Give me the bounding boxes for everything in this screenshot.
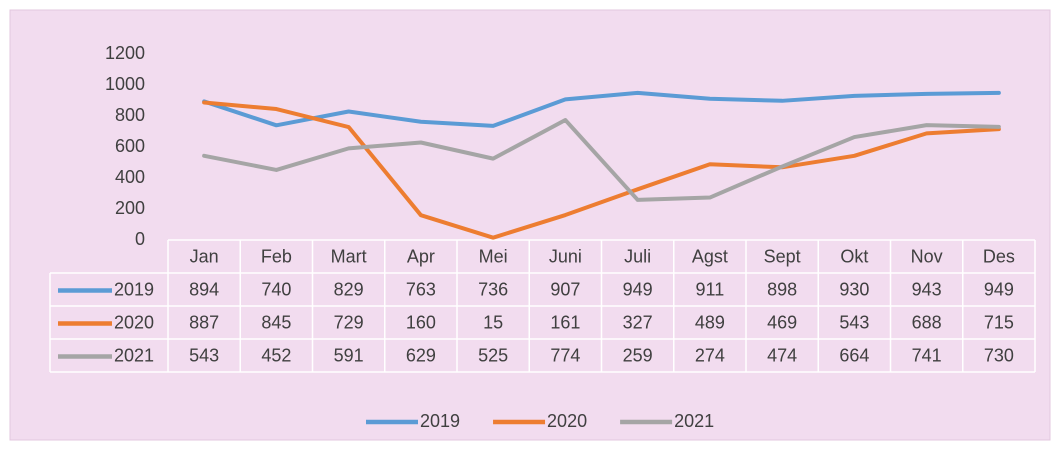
y-tick-label: 600 xyxy=(115,136,145,156)
y-tick-label: 0 xyxy=(135,229,145,249)
x-tick-label: Apr xyxy=(407,246,435,266)
table-cell: 943 xyxy=(912,279,942,299)
x-tick-label: Jan xyxy=(190,246,219,266)
table-series-name: 2019 xyxy=(114,279,154,299)
y-tick-label: 400 xyxy=(115,167,145,187)
x-tick-label: Juni xyxy=(549,246,582,266)
table-cell: 740 xyxy=(261,279,291,299)
table-cell: 729 xyxy=(334,312,364,332)
table-cell: 715 xyxy=(984,312,1014,332)
table-cell: 911 xyxy=(696,279,725,299)
table-cell: 160 xyxy=(406,312,436,332)
table-cell: 489 xyxy=(695,312,725,332)
legend-label: 2019 xyxy=(420,411,460,431)
y-tick-label: 800 xyxy=(115,105,145,125)
legend-label: 2020 xyxy=(547,411,587,431)
x-tick-label: Des xyxy=(983,246,1015,266)
table-cell: 543 xyxy=(839,312,869,332)
table-cell: 525 xyxy=(478,345,508,365)
table-cell: 741 xyxy=(912,345,942,365)
x-tick-label: Nov xyxy=(911,246,943,266)
table-cell: 730 xyxy=(984,345,1014,365)
y-tick-label: 200 xyxy=(115,198,145,218)
table-series-name: 2020 xyxy=(114,312,154,332)
table-cell: 949 xyxy=(623,279,653,299)
series-line xyxy=(202,100,1001,240)
legend-label: 2021 xyxy=(674,411,714,431)
table-cell: 887 xyxy=(189,312,219,332)
x-tick-label: Agst xyxy=(692,246,728,266)
table-cell: 474 xyxy=(767,345,797,365)
table-cell: 845 xyxy=(261,312,291,332)
table-cell: 949 xyxy=(984,279,1014,299)
table-cell: 763 xyxy=(406,279,436,299)
table-cell: 591 xyxy=(334,345,364,365)
y-tick-label: 1000 xyxy=(105,74,145,94)
table-cell: 161 xyxy=(550,312,580,332)
x-tick-label: Feb xyxy=(261,246,292,266)
table-cell: 274 xyxy=(695,345,725,365)
table-cell: 894 xyxy=(189,279,219,299)
table-cell: 736 xyxy=(478,279,508,299)
table-cell: 664 xyxy=(839,345,869,365)
table-cell: 629 xyxy=(406,345,436,365)
table-cell: 469 xyxy=(767,312,797,332)
table-cell: 930 xyxy=(839,279,869,299)
table-cell: 543 xyxy=(189,345,219,365)
table-cell: 259 xyxy=(623,345,653,365)
table-cell: 907 xyxy=(550,279,580,299)
x-tick-label: Okt xyxy=(840,246,868,266)
x-tick-label: Mei xyxy=(479,246,508,266)
x-tick-label: Mart xyxy=(331,246,367,266)
y-tick-label: 1200 xyxy=(105,43,145,63)
table-cell: 688 xyxy=(912,312,942,332)
x-tick-label: Juli xyxy=(624,246,651,266)
table-cell: 452 xyxy=(261,345,291,365)
x-tick-label: Sept xyxy=(764,246,801,266)
table-cell: 15 xyxy=(483,312,503,332)
table-series-name: 2021 xyxy=(114,345,154,365)
table-cell: 774 xyxy=(550,345,580,365)
table-cell: 327 xyxy=(623,312,653,332)
table-cell: 898 xyxy=(767,279,797,299)
table-cell: 829 xyxy=(334,279,364,299)
series-line xyxy=(202,90,1001,128)
series-line xyxy=(202,118,1001,202)
